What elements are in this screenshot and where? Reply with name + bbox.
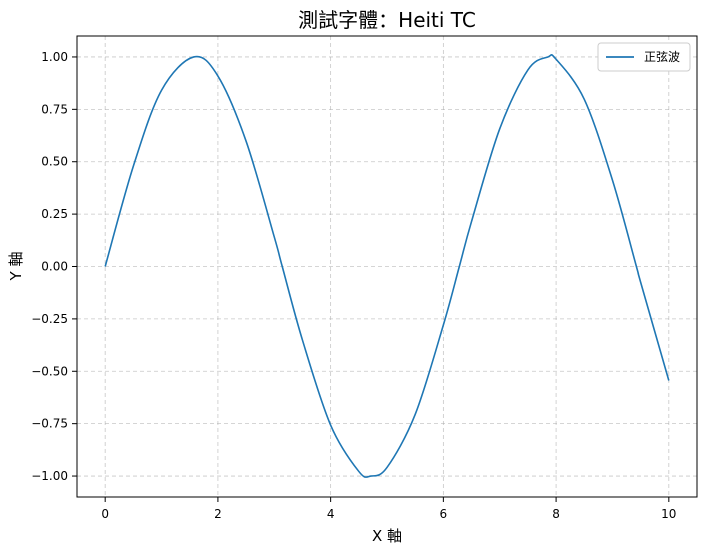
x-tick-label: 0 <box>101 507 109 521</box>
y-axis-label: Y 軸 <box>7 252 25 282</box>
x-tick-label: 6 <box>440 507 448 521</box>
y-tick-label: −1.00 <box>31 469 68 483</box>
x-axis-label: X 軸 <box>372 527 402 545</box>
x-tick-label: 4 <box>327 507 335 521</box>
legend: 正弦波 <box>597 42 691 72</box>
x-tick-label: 8 <box>552 507 560 521</box>
legend-label: 正弦波 <box>644 49 680 64</box>
legend-box <box>597 42 691 72</box>
y-tick-label: −0.50 <box>31 364 68 378</box>
x-axis-ticks: 0 2 4 6 8 10 <box>101 497 676 521</box>
y-tick-label: 0.75 <box>41 102 68 116</box>
y-tick-label: −0.75 <box>31 417 68 431</box>
y-tick-label: 0.50 <box>41 155 68 169</box>
chart-title: 測試字體：Heiti TC <box>298 8 476 32</box>
series-line-sine <box>104 53 670 478</box>
y-tick-label: 0.25 <box>41 207 68 221</box>
grid <box>77 36 697 497</box>
y-tick-label: 1.00 <box>41 50 68 64</box>
y-tick-label: −0.25 <box>31 312 68 326</box>
x-tick-label: 10 <box>661 507 676 521</box>
y-axis-ticks: 1.00 0.75 0.50 0.25 0.00 −0.25 −0.50 −0.75 −1.00 <box>31 50 77 483</box>
x-tick-label: 2 <box>214 507 222 521</box>
y-tick-label: 0.00 <box>41 260 68 274</box>
